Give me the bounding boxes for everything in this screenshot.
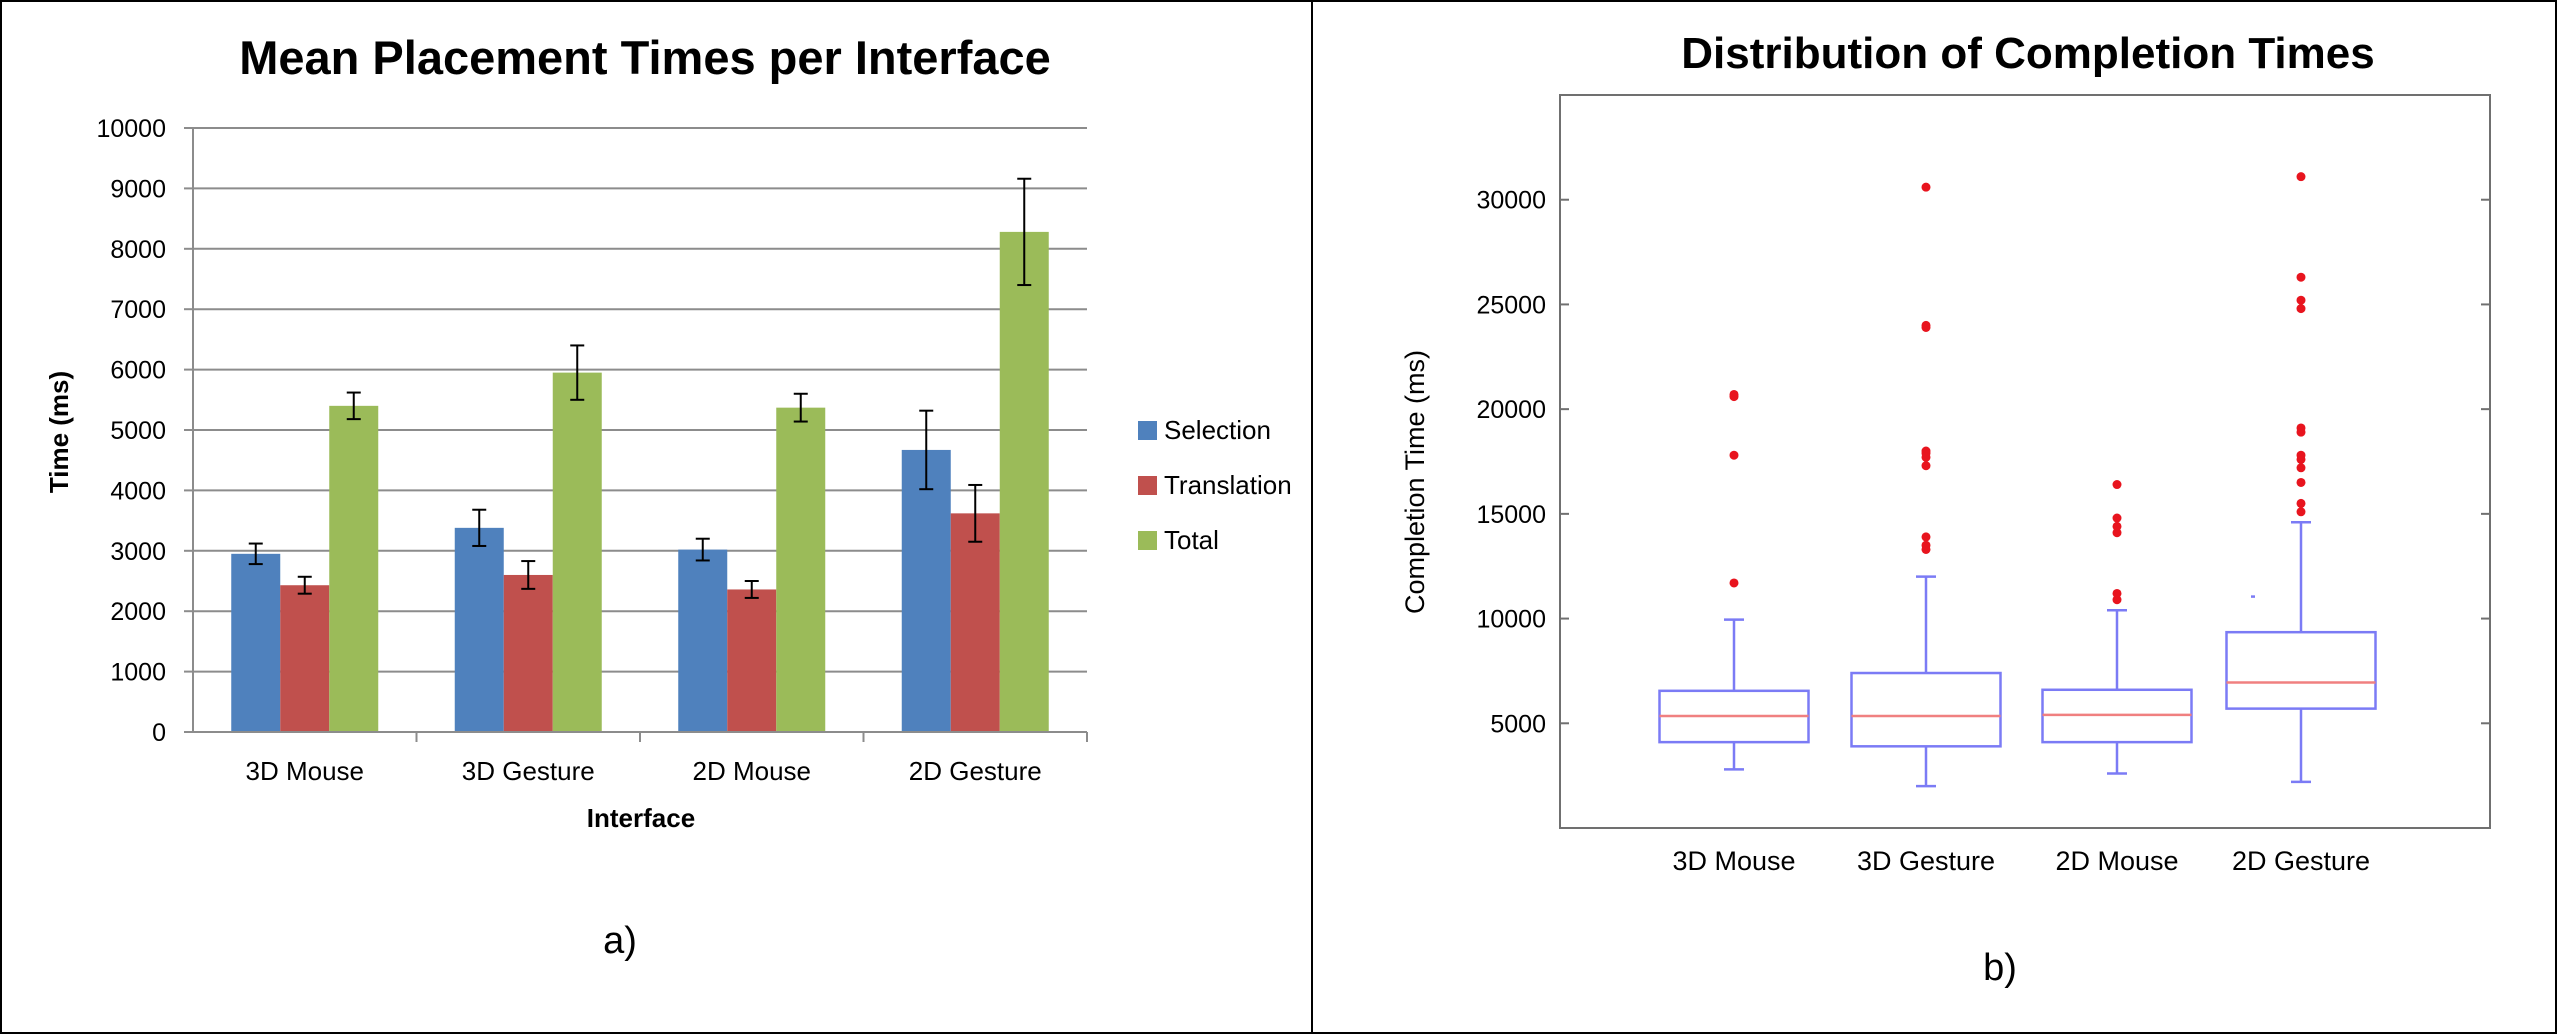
y-tick-label: 9000 bbox=[110, 175, 166, 203]
y-tick-label: 8000 bbox=[110, 236, 166, 264]
y-tick-label: 0 bbox=[152, 719, 166, 747]
legend-swatch-selection bbox=[1138, 421, 1157, 440]
outlier-point bbox=[2112, 480, 2122, 490]
bar-selection bbox=[231, 553, 281, 732]
legend-swatch-translation bbox=[1138, 476, 1157, 495]
y-tick-label: 30000 bbox=[1476, 187, 1546, 215]
y-tick-label: 3000 bbox=[110, 538, 166, 566]
bar-selection bbox=[454, 527, 504, 732]
y-tick-label: 6000 bbox=[110, 357, 166, 385]
outlier-point bbox=[1729, 450, 1739, 460]
panel-a-bar-chart: Mean Placement Times per Interface 0 1000… bbox=[44, 31, 1292, 962]
outlier-point bbox=[2296, 172, 2306, 182]
panel-a-x-tick-labels: 3D Mouse 3D Gesture 2D Mouse 2D Gesture bbox=[246, 732, 1088, 786]
outlier-point bbox=[1729, 389, 1739, 399]
outlier-point bbox=[2296, 498, 2306, 508]
panel-a-label: a) bbox=[603, 920, 637, 962]
y-tick-label: 4000 bbox=[110, 477, 166, 505]
outlier-point bbox=[2296, 304, 2306, 314]
y-tick-label: 10000 bbox=[96, 115, 166, 143]
outlier-point bbox=[2112, 595, 2122, 605]
outlier-point bbox=[1921, 182, 1931, 192]
x-tick-label: 3D Mouse bbox=[246, 756, 365, 786]
outlier-point bbox=[2296, 295, 2306, 305]
bar-total bbox=[329, 405, 379, 732]
x-tick-label: 2D Gesture bbox=[2232, 846, 2370, 876]
outlier-point bbox=[1921, 446, 1931, 456]
bar-translation bbox=[950, 513, 1000, 732]
legend-label: Total bbox=[1164, 525, 1219, 555]
y-tick-label: 20000 bbox=[1476, 396, 1546, 424]
y-tick-label: 25000 bbox=[1476, 291, 1546, 319]
panel-a-bars bbox=[231, 231, 1049, 732]
outlier-point bbox=[1921, 540, 1931, 550]
panel-b-box-plot: Distribution of Completion Times 5000 100… bbox=[1400, 29, 2491, 989]
y-tick-label: 5000 bbox=[1490, 710, 1546, 738]
outlier-point bbox=[2296, 450, 2306, 460]
legend-label: Selection bbox=[1164, 415, 1271, 445]
y-tick-label: 5000 bbox=[110, 417, 166, 445]
outlier-point bbox=[2112, 513, 2122, 523]
x-tick-label: 2D Gesture bbox=[909, 756, 1042, 786]
outlier-point bbox=[1921, 461, 1931, 471]
outlier-point bbox=[1921, 532, 1931, 542]
y-tick-label: 7000 bbox=[110, 296, 166, 324]
y-tick-label: 1000 bbox=[110, 659, 166, 687]
panel-a-x-axis-label: Interface bbox=[587, 803, 695, 833]
panel-a-title: Mean Placement Times per Interface bbox=[239, 31, 1051, 84]
bar-translation bbox=[280, 585, 330, 732]
legend-swatch-total bbox=[1138, 531, 1157, 550]
x-tick-label: 3D Mouse bbox=[1672, 846, 1795, 876]
bar-selection bbox=[901, 449, 951, 732]
outlier-point bbox=[2296, 272, 2306, 282]
panel-b-label: b) bbox=[1983, 947, 2017, 989]
outlier-point bbox=[2296, 463, 2306, 473]
box bbox=[2225, 630, 2377, 710]
panel-b-x-tick-labels: 3D Mouse 3D Gesture 2D Mouse 2D Gesture bbox=[1672, 846, 2370, 876]
outlier-point bbox=[2112, 528, 2122, 538]
panel-b-boxes bbox=[1658, 172, 2377, 788]
bar-translation bbox=[503, 574, 553, 732]
panel-b-y-ticks: 5000 10000 15000 20000 25000 30000 bbox=[1476, 187, 2490, 738]
panel-a-legend: Selection Translation Total bbox=[1138, 415, 1292, 555]
x-tick-label: 2D Mouse bbox=[693, 756, 812, 786]
outlier-point bbox=[1729, 578, 1739, 588]
bar-translation bbox=[727, 589, 777, 732]
panel-a-error-bars bbox=[248, 177, 1032, 599]
outlier-point bbox=[2112, 588, 2122, 598]
outlier-point bbox=[1921, 320, 1931, 330]
panel-b-title: Distribution of Completion Times bbox=[1681, 29, 2374, 78]
bar-total bbox=[552, 372, 602, 732]
x-tick-label: 3D Gesture bbox=[462, 756, 595, 786]
panel-a-y-tick-labels: 0 1000 2000 3000 4000 5000 6000 7000 8000 9000 100… bbox=[96, 115, 193, 747]
bar-selection bbox=[678, 549, 728, 732]
y-tick-label: 15000 bbox=[1476, 501, 1546, 529]
legend-label: Translation bbox=[1164, 470, 1292, 500]
panel-b-y-axis-label: Completion Time (ms) bbox=[1400, 350, 1430, 614]
outlier-point bbox=[2296, 477, 2306, 487]
panel-a-y-axis-label: Time (ms) bbox=[44, 371, 74, 493]
x-tick-label: 3D Gesture bbox=[1857, 846, 1995, 876]
outlier-point bbox=[2112, 521, 2122, 531]
bar-total bbox=[776, 407, 826, 732]
outlier-point bbox=[2296, 423, 2306, 433]
panel-b-plot-frame bbox=[1559, 94, 2491, 829]
outlier-point bbox=[2296, 507, 2306, 517]
box bbox=[1850, 671, 2002, 748]
y-tick-label: 2000 bbox=[110, 598, 166, 626]
bar-total bbox=[999, 231, 1049, 732]
y-tick-label: 10000 bbox=[1476, 606, 1546, 634]
x-tick-label: 2D Mouse bbox=[2055, 846, 2178, 876]
